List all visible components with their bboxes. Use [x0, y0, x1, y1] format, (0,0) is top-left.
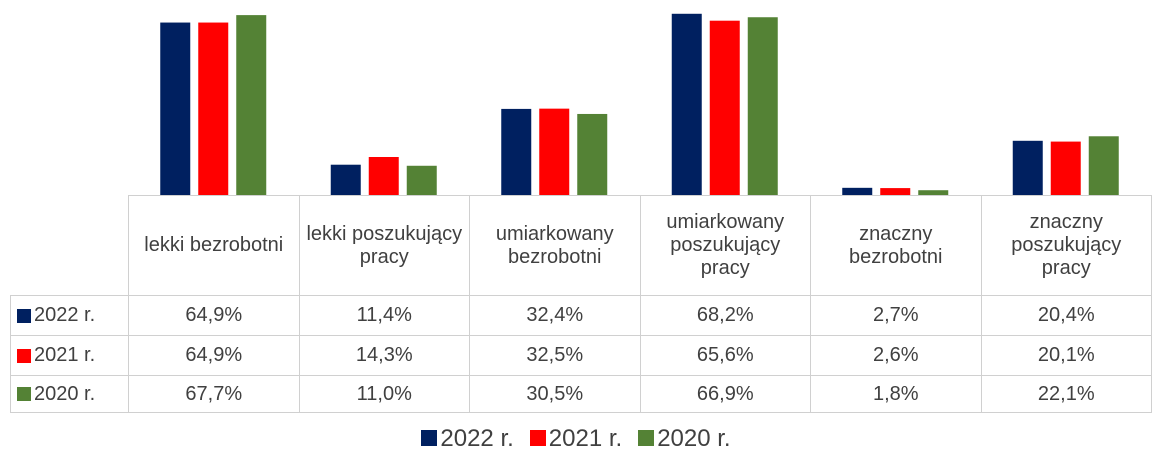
bar [236, 15, 267, 195]
value-cell: 64,9% [128, 295, 300, 336]
value-cell: 1,8% [810, 375, 982, 413]
legend-item: 2020 r. [638, 425, 731, 452]
bar [709, 20, 740, 195]
bar [842, 187, 873, 195]
category-header: znaczny bezrobotni [810, 195, 982, 296]
bar [368, 157, 399, 195]
value-cell: 2,6% [810, 335, 982, 376]
row-label: 2022 r. [10, 295, 129, 336]
legend-swatch [529, 430, 546, 446]
bar [539, 108, 570, 195]
legend-label: 2021 r. [548, 425, 623, 452]
category-header: umiarkowany poszukujący pracy [639, 195, 811, 296]
legend-label: 2020 r. [657, 425, 731, 452]
row-label-text: 2020 r. [34, 382, 96, 405]
bar [501, 108, 532, 195]
category-header: umiarkowany bezrobotni [469, 195, 641, 296]
value-cell: 20,1% [980, 335, 1152, 376]
row-label: 2021 r. [10, 335, 129, 376]
bar [198, 22, 229, 196]
legend-swatch [17, 308, 31, 323]
row-label-text: 2022 r. [34, 304, 96, 326]
category-header: lekki poszukujący pracy [298, 195, 470, 296]
legend: 2022 r. 2021 r. 2020 r. [0, 425, 1152, 453]
value-cell: 14,3% [298, 335, 470, 376]
value-cell: 65,6% [639, 335, 811, 376]
value-cell: 11,0% [298, 375, 470, 413]
legend-swatch [638, 430, 655, 446]
value-cell: 32,4% [469, 295, 641, 336]
value-cell: 20,4% [980, 295, 1152, 336]
legend-label: 2022 r. [440, 425, 514, 452]
chart [160, 13, 1119, 196]
value-cell: 30,5% [469, 375, 641, 413]
legend-item: 2022 r. [421, 425, 514, 452]
row-label-text: 2021 r. [34, 344, 96, 366]
value-cell: 68,2% [639, 295, 811, 336]
value-cell: 22,1% [980, 375, 1152, 413]
value-cell: 67,7% [128, 375, 300, 413]
row-label: 2020 r. [10, 375, 129, 413]
bar [747, 17, 778, 196]
value-cell: 32,5% [469, 335, 641, 376]
legend-swatch [17, 348, 31, 363]
legend-item: 2021 r. [529, 425, 623, 452]
bar [577, 113, 608, 195]
bar [880, 188, 911, 195]
bar [671, 13, 702, 196]
category-header: lekki bezrobotni [128, 195, 300, 296]
value-cell: 2,7% [810, 295, 982, 336]
value-cell: 66,9% [639, 375, 811, 413]
category-header: znaczny poszukujący pracy [980, 195, 1152, 296]
bar [1050, 141, 1081, 195]
bar [160, 22, 191, 196]
value-cell: 64,9% [128, 335, 300, 376]
bar [1088, 136, 1119, 195]
bar [406, 165, 437, 195]
bar [1012, 140, 1043, 195]
bar [330, 164, 361, 195]
value-cell: 11,4% [298, 295, 470, 336]
bar [918, 190, 949, 195]
legend-swatch [17, 387, 31, 401]
legend-swatch [421, 430, 438, 446]
